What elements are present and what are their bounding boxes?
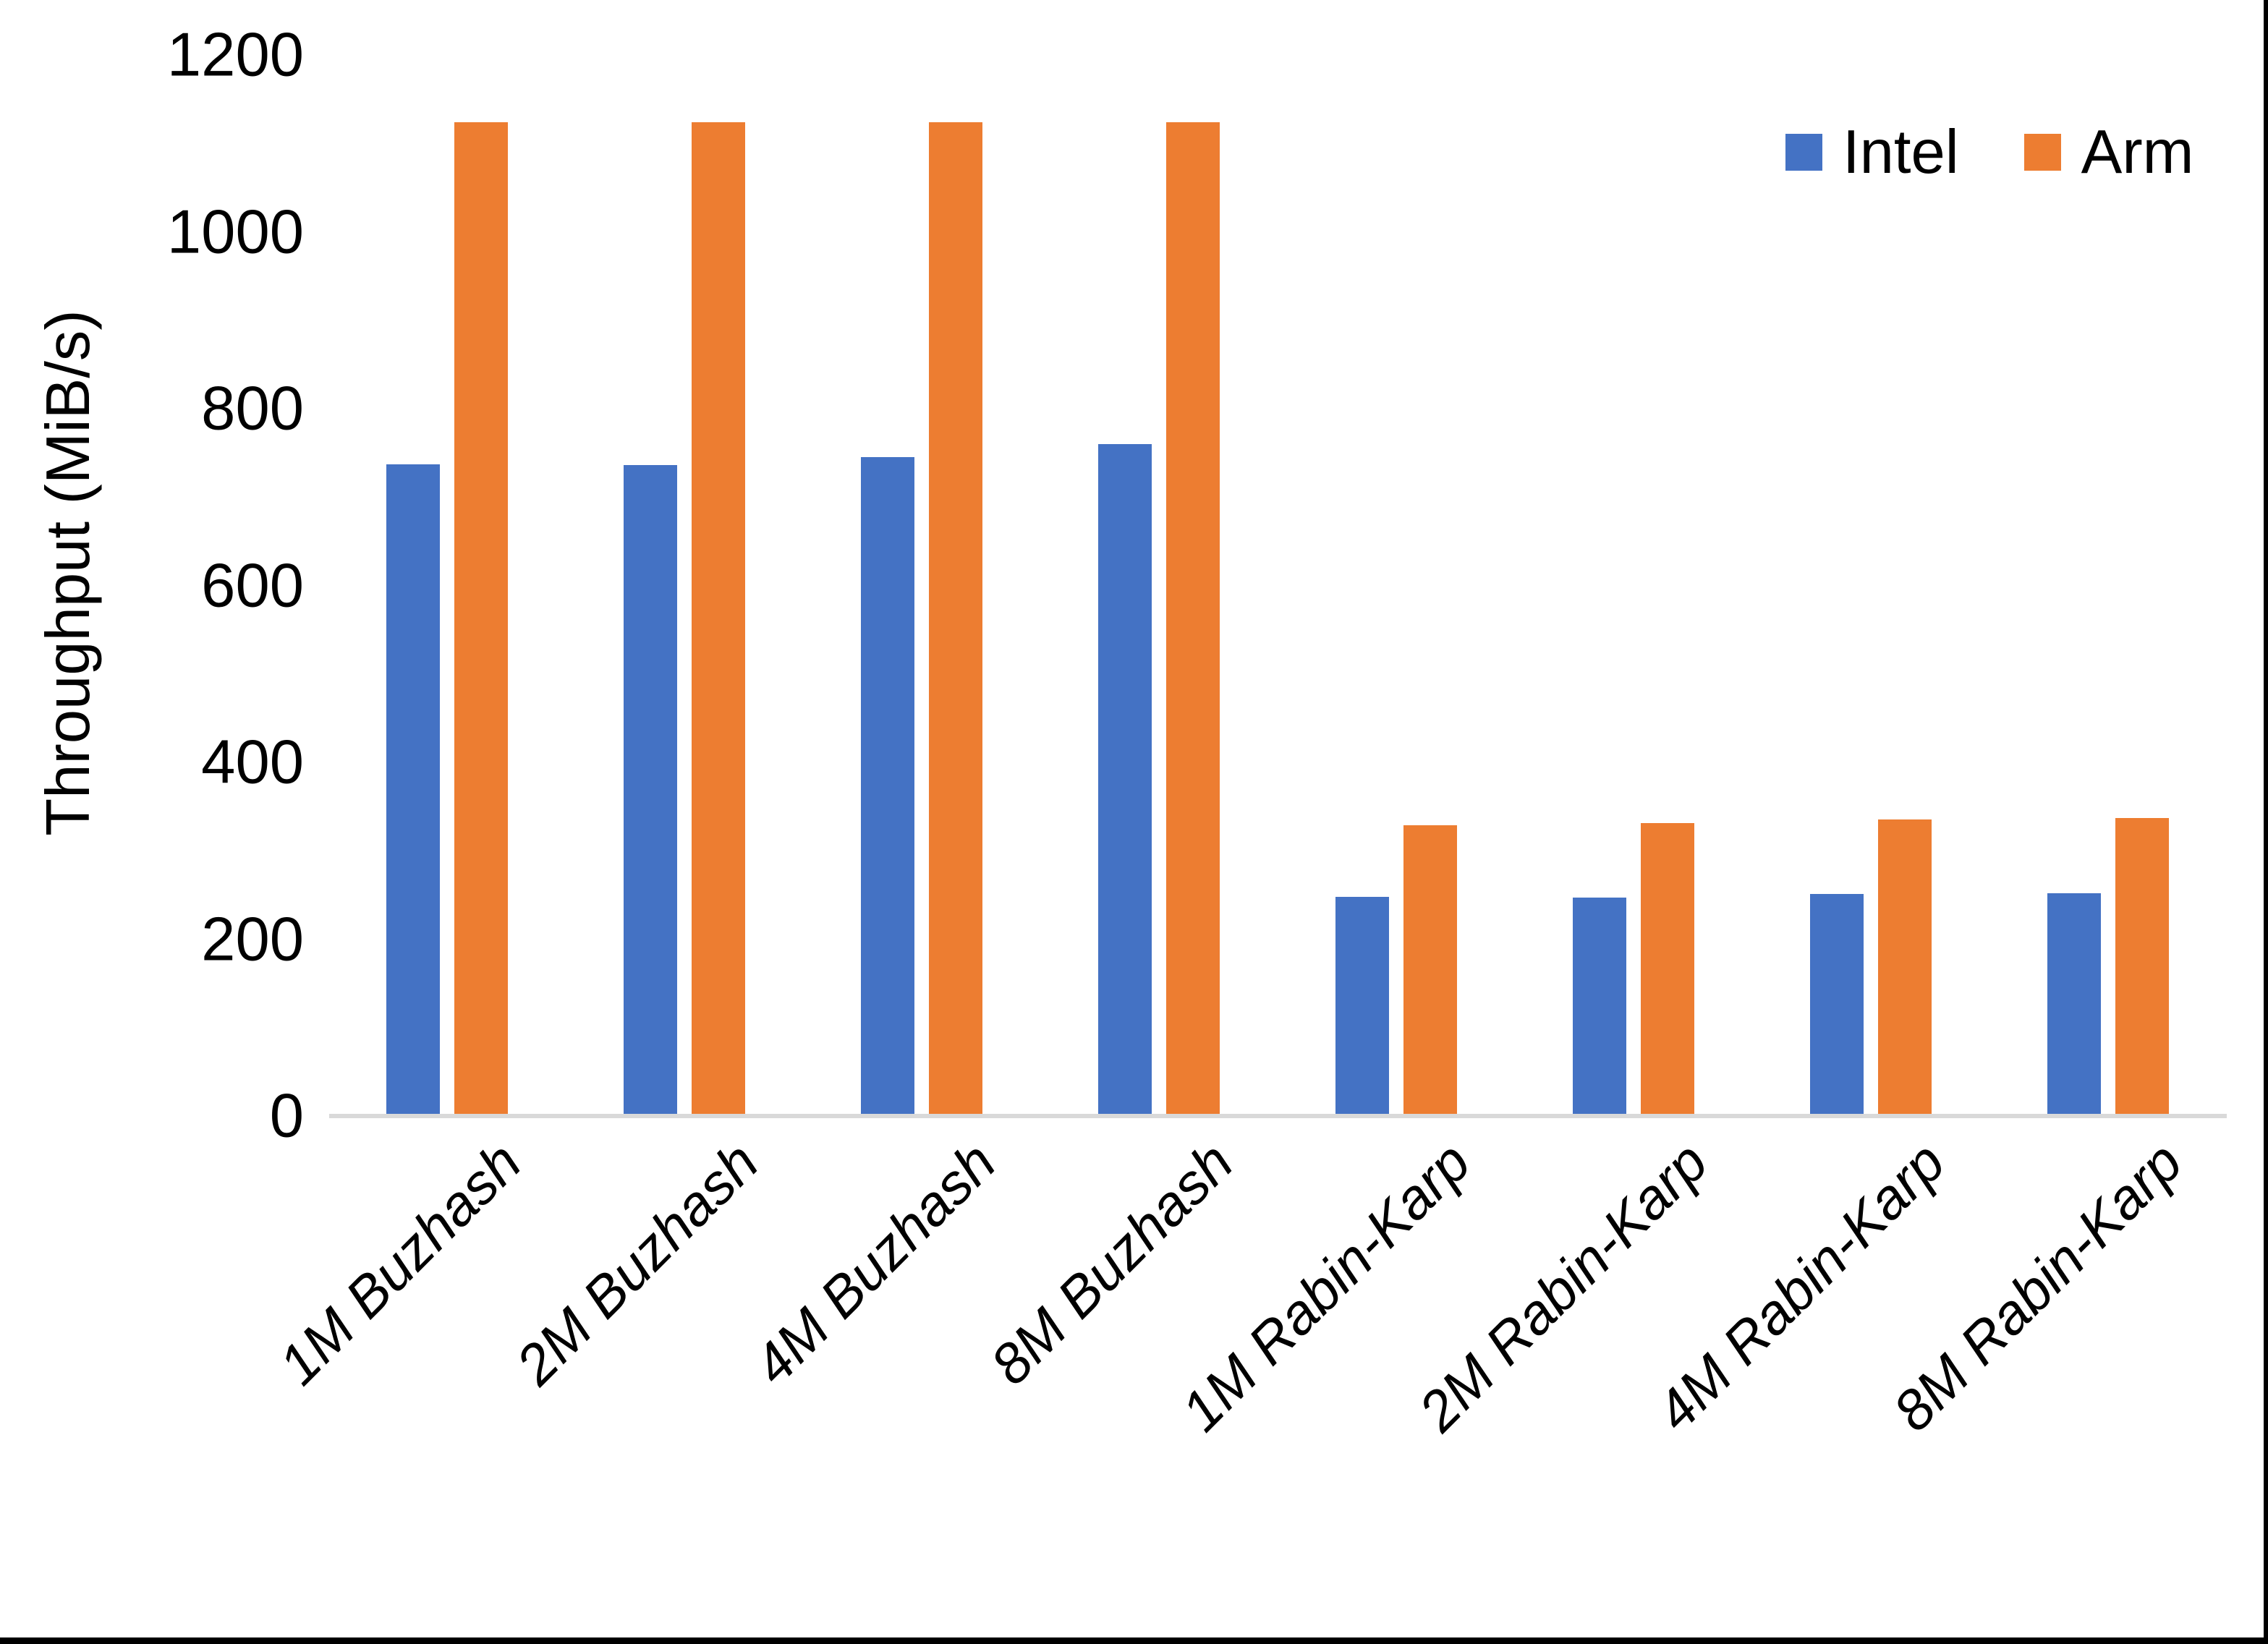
plot-area [329,55,2227,1118]
legend-item-arm: Arm [2023,118,2194,187]
legend-label-intel: Intel [1843,118,1959,187]
bar-arm-4m-buzhash [929,122,982,1116]
y-tick-label: 800 [201,374,304,443]
bar-arm-8m-buzhash [1166,122,1220,1116]
legend: Intel Arm [1785,122,2193,183]
legend-swatch-intel [1785,134,1822,171]
legend-item-intel: Intel [1785,122,1959,183]
y-tick-label: 400 [201,728,304,797]
bar-arm-2m-rabin-karp [1641,823,1694,1116]
bar-intel-1m-rabin-karp [1335,896,1389,1116]
bar-intel-8m-rabin-karp [2047,893,2101,1116]
figure-bottom-border [0,1637,2268,1644]
bar-intel-4m-rabin-karp [1810,894,1864,1116]
bar-arm-8m-rabin-karp [2115,818,2169,1116]
x-category-label: 1M Buzhash [266,1130,534,1397]
x-category-label: 2M Buzhash [504,1130,771,1397]
x-axis-line [329,1114,2227,1118]
bar-intel-1m-buzhash [386,464,440,1116]
legend-swatch-arm [2023,134,2061,171]
y-tick-label: 600 [201,551,304,620]
y-tick-label: 200 [201,905,304,974]
figure-right-border [2264,0,2268,1644]
x-category-label: 4M Buzhash [741,1130,1008,1397]
bar-intel-4m-buzhash [861,457,914,1116]
y-tick-label: 0 [269,1081,304,1151]
y-axis-title: Throughput (MiB/s) [34,310,103,836]
x-category-label: 8M Buzhash [978,1130,1246,1397]
y-tick-label: 1000 [166,197,304,266]
legend-label-arm: Arm [2081,118,2194,187]
bar-intel-2m-rabin-karp [1573,898,1626,1116]
bar-arm-1m-buzhash [454,122,508,1116]
y-tick-label: 1200 [166,20,304,90]
bar-arm-1m-rabin-karp [1403,825,1457,1116]
bar-arm-4m-rabin-karp [1878,819,1932,1116]
bar-intel-2m-buzhash [624,465,677,1116]
bar-arm-2m-buzhash [692,122,745,1116]
bar-intel-8m-buzhash [1098,443,1152,1116]
